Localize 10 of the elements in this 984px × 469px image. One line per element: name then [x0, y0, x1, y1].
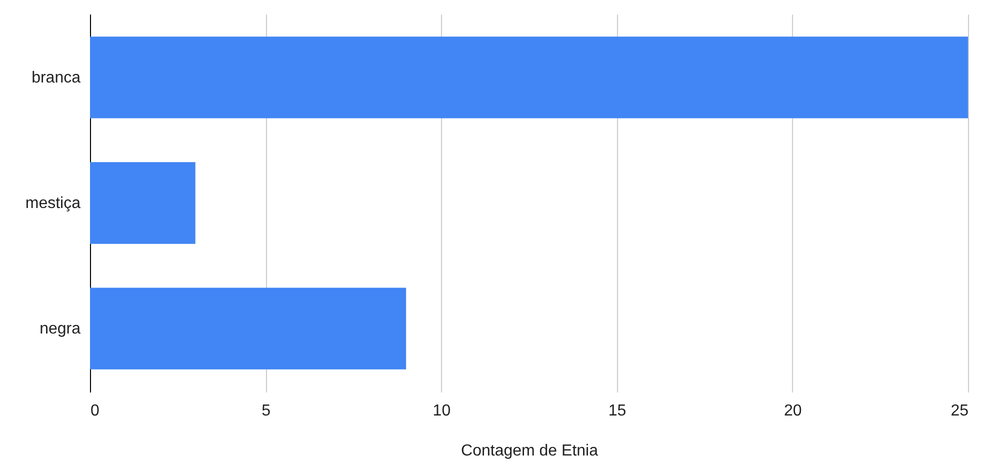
x-tick-label: 15: [608, 402, 626, 420]
x-tick-label: 0: [90, 402, 100, 420]
y-tick-label: branca: [32, 69, 81, 86]
x-tick-label: 25: [950, 402, 969, 420]
y-tick-label: negra: [40, 320, 81, 338]
x-tick-label: 20: [784, 402, 802, 420]
x-tick-label: 5: [262, 402, 271, 420]
x-tick-label: 10: [432, 402, 451, 420]
y-tick-label: mestiça: [25, 195, 81, 212]
x-axis-title: Contagem de Etnia: [461, 442, 598, 460]
